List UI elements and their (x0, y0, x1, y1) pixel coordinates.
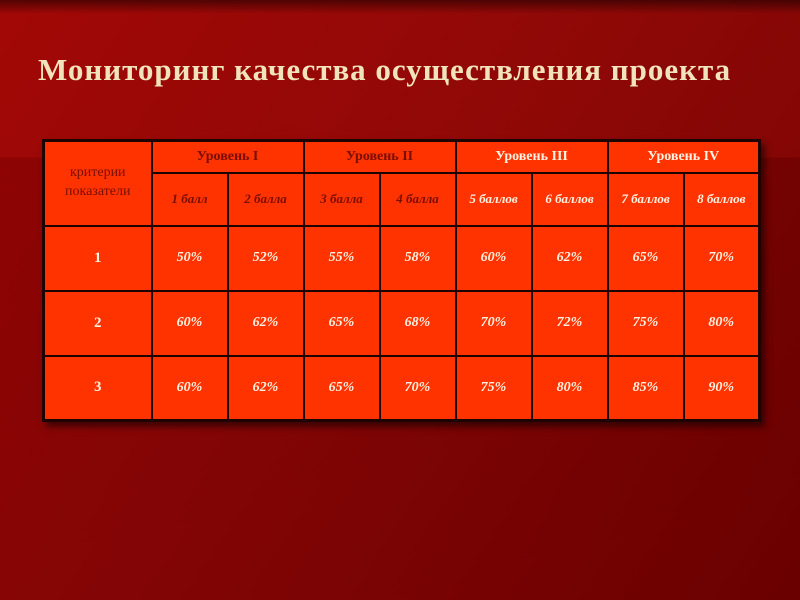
level-header-3: Уровень III (454, 139, 609, 174)
level-header-4: Уровень IV (606, 139, 761, 174)
score-header-5: 5 баллов (454, 171, 533, 227)
score-header-8: 8 баллов (682, 171, 761, 227)
score-header-4: 4 балла (378, 171, 457, 227)
value-cell: 75% (606, 289, 685, 357)
value-cell: 75% (454, 354, 533, 422)
table-row: 1 50% 52% 55% 58% 60% 62% 65% 70% (42, 224, 761, 292)
value-cell: 52% (226, 224, 305, 292)
value-cell: 62% (530, 224, 609, 292)
monitoring-table: критерии показатели Уровень I Уровень II… (42, 139, 762, 422)
level-header-2: Уровень II (302, 139, 457, 174)
value-cell: 65% (302, 289, 381, 357)
value-cell: 72% (530, 289, 609, 357)
value-cell: 55% (302, 224, 381, 292)
level-header-row: критерии показатели Уровень I Уровень II… (42, 139, 761, 227)
value-cell: 60% (150, 354, 229, 422)
value-cell: 62% (226, 289, 305, 357)
score-header-3: 3 балла (302, 171, 381, 227)
value-cell: 65% (606, 224, 685, 292)
value-cell: 70% (682, 224, 761, 292)
score-header-row: 1 балл 2 балла 3 балла 4 балла 5 баллов … (44, 171, 761, 227)
level-header-1: Уровень I (150, 139, 305, 174)
value-cell: 60% (150, 289, 229, 357)
row-label: 1 (42, 224, 153, 292)
row-label: 3 (42, 354, 153, 422)
value-cell: 58% (378, 224, 457, 292)
value-cell: 70% (378, 354, 457, 422)
value-cell: 62% (226, 354, 305, 422)
value-cell: 50% (150, 224, 229, 292)
value-cell: 90% (682, 354, 761, 422)
table-row: 2 60% 62% 65% 68% 70% 72% 75% 80% (42, 289, 761, 357)
score-header-1: 1 балл (150, 171, 229, 227)
value-cell: 70% (454, 289, 533, 357)
value-cell: 68% (378, 289, 457, 357)
score-header-6: 6 баллов (530, 171, 609, 227)
table-row: 3 60% 62% 65% 70% 75% 80% 85% 90% (42, 354, 761, 422)
value-cell: 60% (454, 224, 533, 292)
slide-title: Мониторинг качества осуществления проект… (38, 52, 732, 87)
criteria-header-cell: критерии показатели (42, 139, 153, 227)
value-cell: 85% (606, 354, 685, 422)
value-cell: 80% (682, 289, 761, 357)
row-label: 2 (42, 289, 153, 357)
score-header-2: 2 балла (226, 171, 305, 227)
score-header-7: 7 баллов (606, 171, 685, 227)
value-cell: 65% (302, 354, 381, 422)
value-cell: 80% (530, 354, 609, 422)
